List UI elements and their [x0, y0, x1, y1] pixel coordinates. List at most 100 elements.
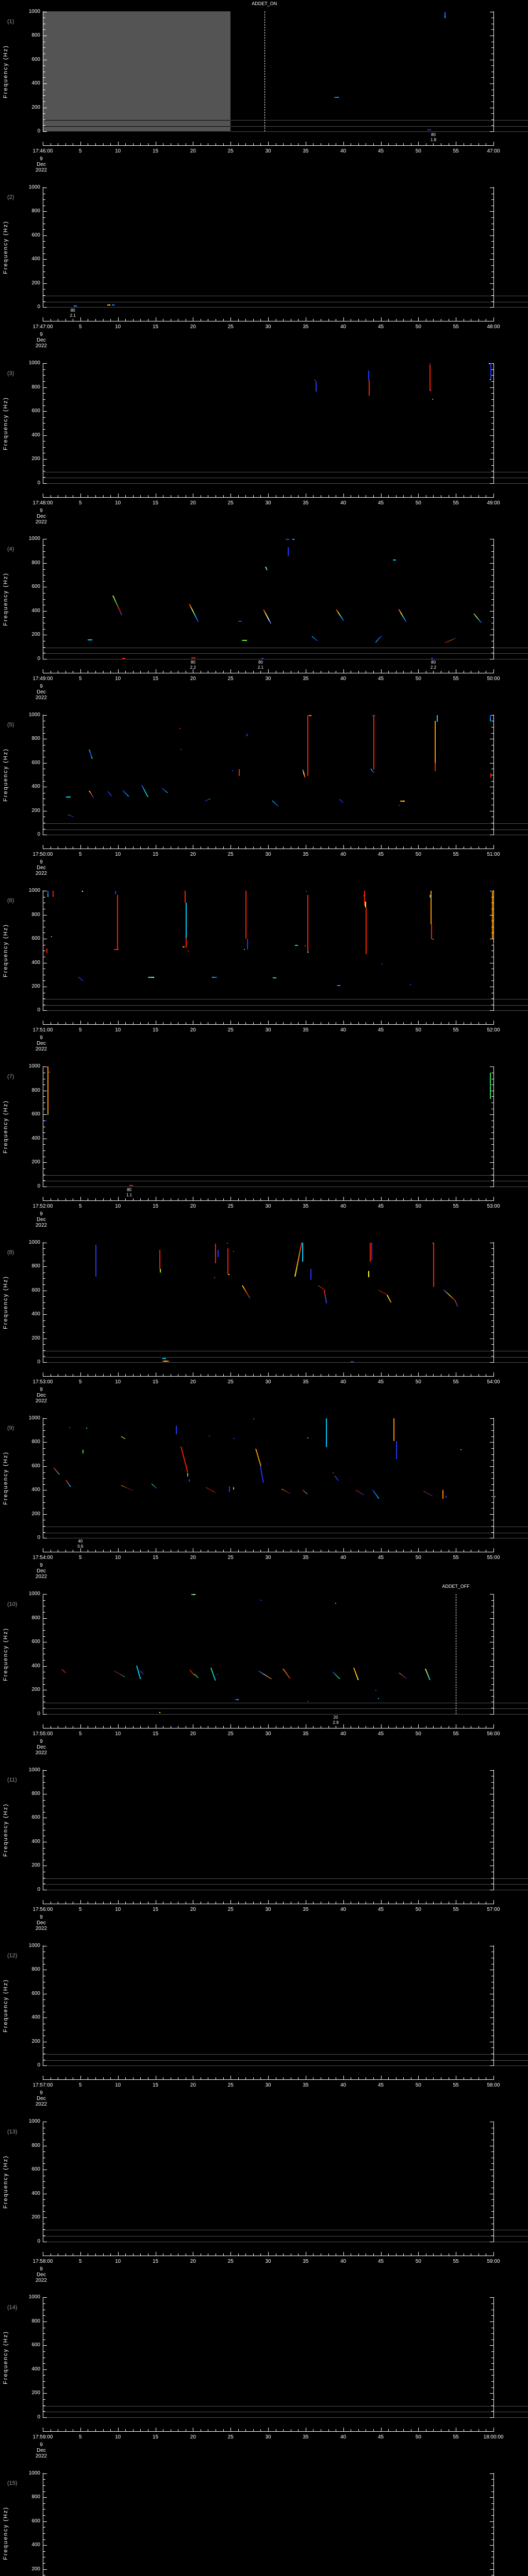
y-tick-label: 800: [31, 1791, 40, 1797]
x-tick: [238, 143, 239, 145]
x-tick: [328, 1550, 329, 1552]
x-tick: [118, 845, 119, 849]
event-trace: [122, 657, 126, 659]
event-trace: [492, 1496, 496, 1497]
y-axis-right-line: [493, 1242, 494, 1363]
x-tick: [493, 1900, 494, 1904]
x-tick: [253, 2429, 254, 2431]
x-tick-label: 10: [115, 1906, 121, 1912]
y-tick: [43, 125, 45, 126]
x-tick: [223, 1374, 224, 1377]
x-tick-label: 40: [340, 1731, 346, 1737]
x-tick: [373, 1374, 374, 1377]
y-tick-right: [491, 113, 493, 114]
x-tick: [381, 2076, 382, 2080]
y-tick-label: 600: [31, 2342, 40, 2348]
x-tick: [358, 1374, 359, 1377]
y-tick: [43, 1144, 45, 1145]
x-tick: [283, 1374, 284, 1377]
x-tick: [103, 846, 104, 849]
x-tick-label: 35: [303, 675, 309, 682]
y-tick-right: [491, 2315, 493, 2316]
event-trace: [492, 943, 494, 944]
x-tick: [418, 2076, 419, 2080]
y-tick: [43, 1508, 45, 1509]
y-tick-right: [491, 2485, 493, 2486]
x-tick: [358, 1022, 359, 1025]
x-tick-label: 5: [79, 148, 82, 154]
y-tick-right: [490, 483, 493, 484]
y-tick-right: [491, 2363, 493, 2364]
date-label: 9 Dec 2022: [36, 156, 47, 173]
x-tick: [103, 1725, 104, 1728]
y-tick-label: 600: [31, 584, 40, 590]
y-tick-right: [490, 1418, 493, 1419]
x-tick-label: 30: [265, 148, 271, 154]
annotation-count: 80: [70, 308, 75, 313]
x-tick: [433, 1374, 434, 1377]
x-tick: [245, 2429, 246, 2431]
y-tick: [43, 1636, 45, 1637]
x-tick: [238, 1725, 239, 1728]
panel-number-label: (6): [7, 897, 14, 904]
x-tick: [103, 670, 104, 673]
y-tick-label: 800: [31, 1087, 40, 1093]
event-trace: [52, 891, 54, 897]
y-tick: [43, 1829, 45, 1831]
event-trace: [425, 1668, 431, 1680]
x-tick: [328, 1725, 329, 1728]
x-tick-label: 10: [115, 1379, 121, 1385]
x-tick: [223, 2077, 224, 2080]
x-tick: [95, 319, 96, 321]
x-tick: [65, 670, 66, 673]
y-tick-right: [491, 998, 493, 999]
x-tick-label: 30: [265, 2434, 271, 2440]
y-tick-label: 0: [37, 1535, 40, 1541]
detector-marker-label: ADDET_ON: [252, 1, 277, 6]
x-tick-label: 10: [115, 2082, 121, 2089]
event-trace: [387, 1295, 392, 1303]
x-tick: [493, 493, 494, 497]
y-tick-label: 0: [37, 832, 40, 838]
x-tick: [395, 143, 397, 145]
x-tick-label: 25: [227, 2434, 234, 2440]
x-tick: [268, 2076, 269, 2080]
y-axis-right-line: [493, 363, 494, 484]
y-tick-right: [490, 1770, 493, 1771]
x-tick: [395, 1901, 397, 1904]
x-tick: [103, 495, 104, 497]
x-tick: [238, 1550, 239, 1552]
x-tick: [298, 1022, 299, 1025]
x-tick-label: 40: [340, 2082, 346, 2089]
y-tick-right: [490, 411, 493, 412]
y-tick-right: [491, 441, 493, 442]
grid-line: [43, 1005, 528, 1006]
event-trace: [308, 951, 309, 953]
x-tick: [493, 317, 494, 321]
x-tick: [133, 495, 134, 497]
x-tick: [381, 845, 382, 849]
x-axis-line: [43, 497, 494, 498]
event-trace: [372, 715, 376, 716]
y-tick-label: 200: [31, 2566, 40, 2572]
x-tick: [403, 846, 404, 849]
x-tick: [283, 846, 284, 849]
event-trace: [430, 390, 432, 392]
x-tick-label: 25: [227, 2082, 234, 2089]
x-tick: [418, 1724, 419, 1728]
date-line: Dec: [37, 1041, 46, 1047]
y-axis-title: Frequency (Hz): [3, 45, 9, 98]
x-tick: [223, 1725, 224, 1728]
x-tick: [388, 1901, 389, 1904]
event-trace: [491, 891, 492, 892]
event-trace: [228, 1274, 229, 1275]
event-trace: [287, 547, 289, 556]
x-tick: [268, 142, 269, 145]
x-tick: [253, 495, 254, 497]
x-tick: [328, 495, 329, 497]
x-tick: [125, 1374, 126, 1377]
y-axis-right-line: [493, 1594, 494, 1715]
y-tick-right: [490, 914, 493, 916]
y-tick: [43, 1084, 45, 1086]
x-tick: [388, 670, 389, 673]
